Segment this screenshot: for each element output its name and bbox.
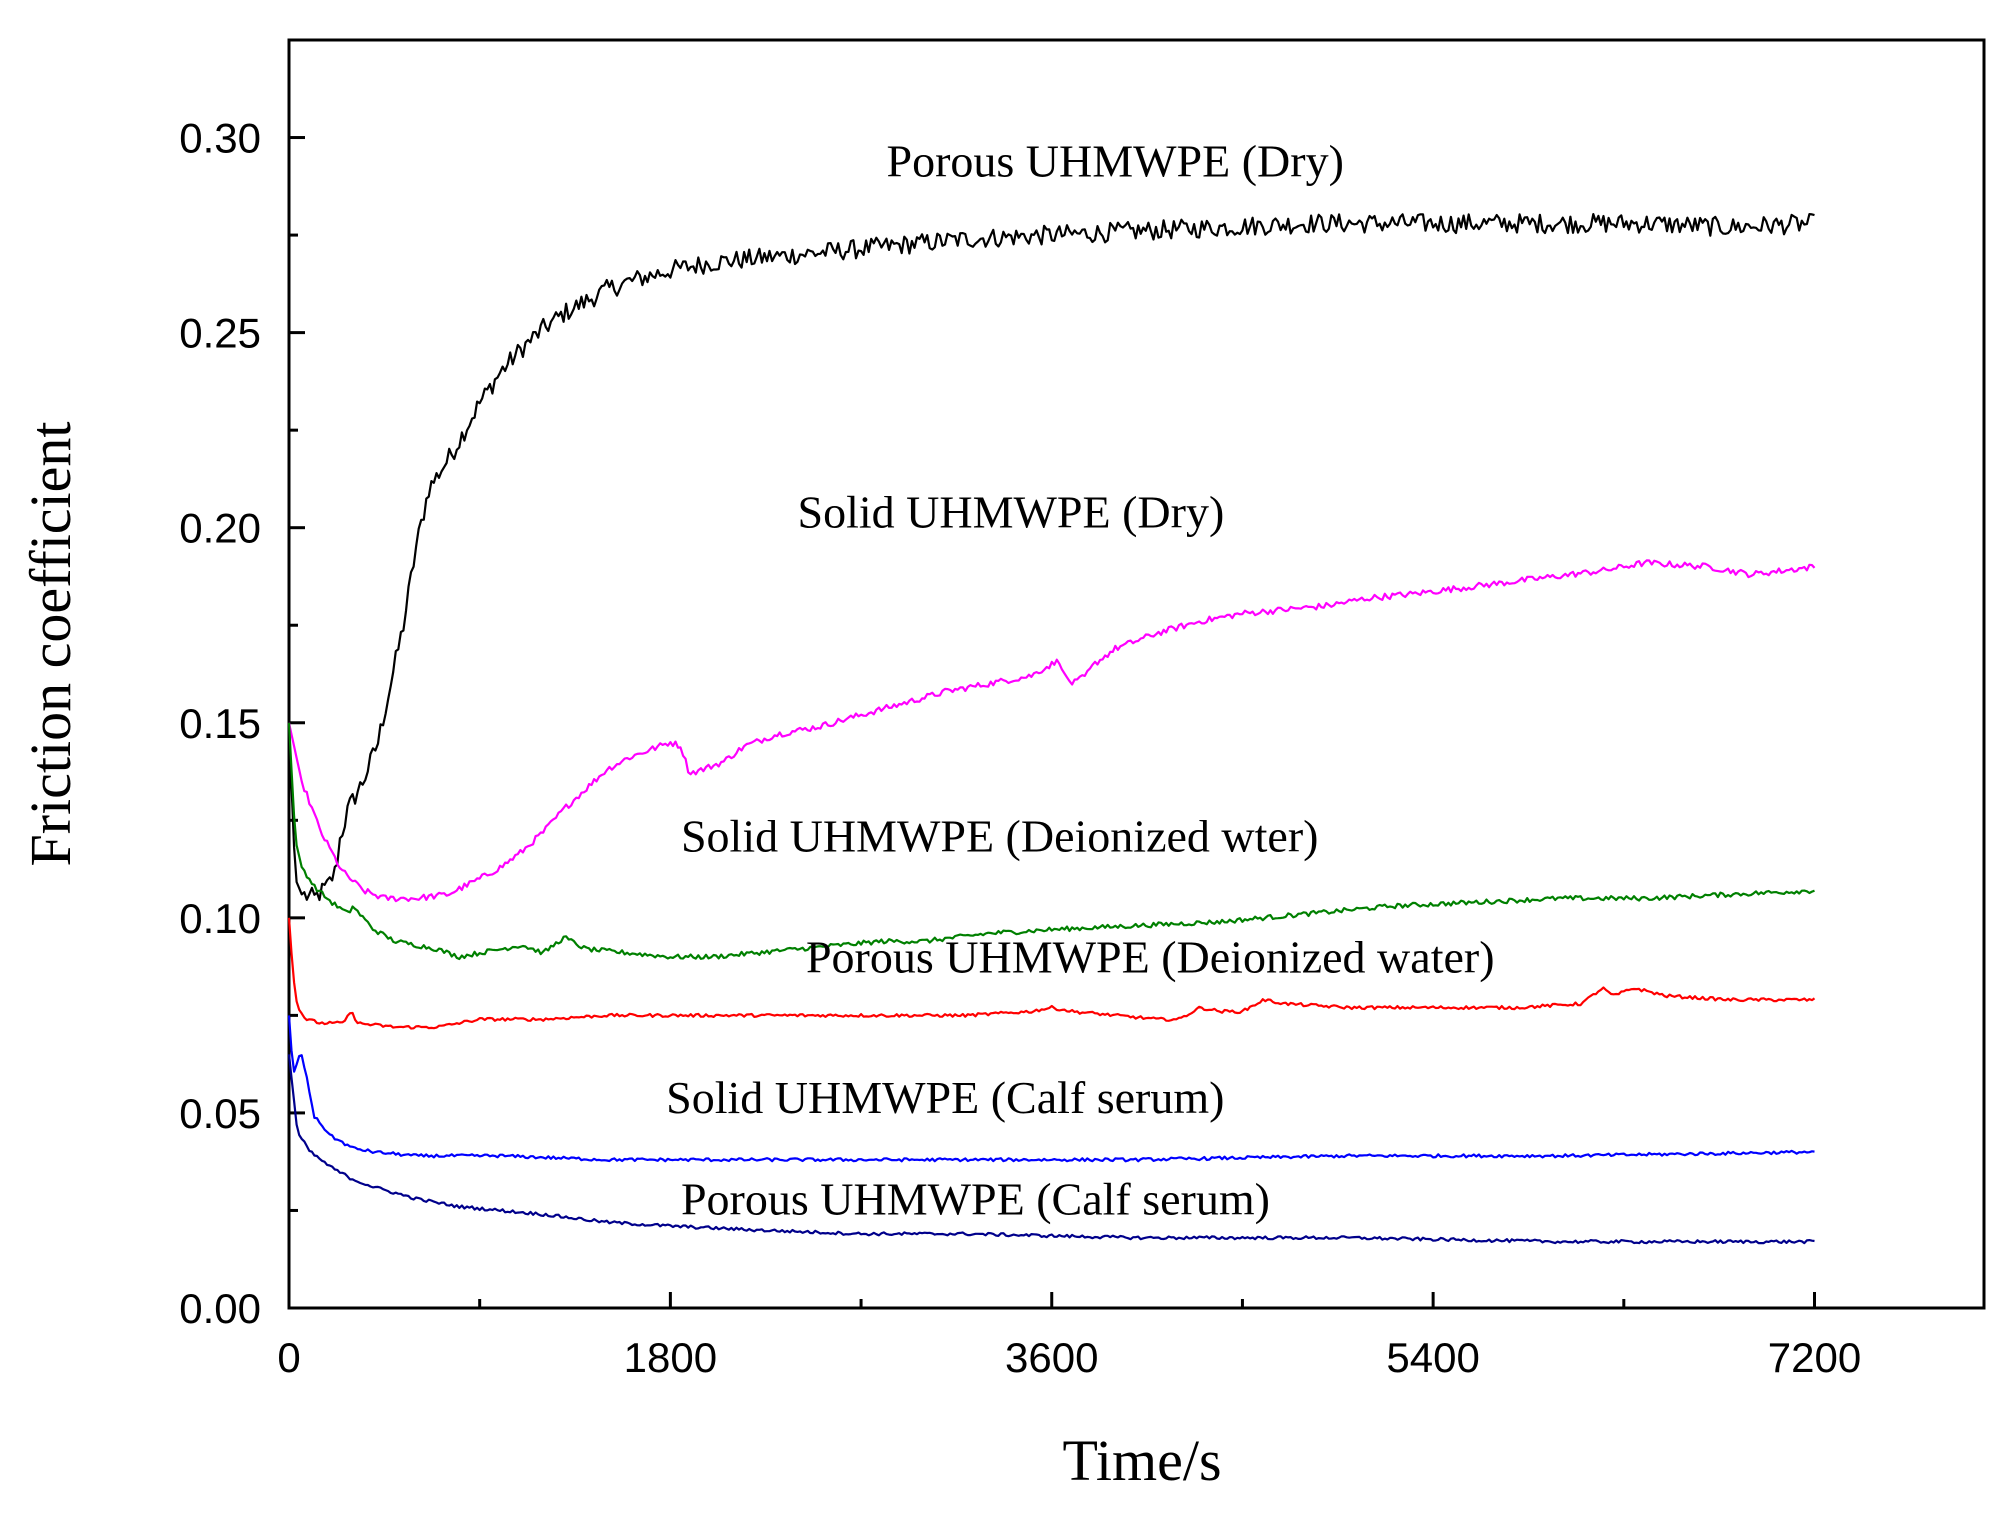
x-tick-label: 5400	[1386, 1334, 1479, 1381]
series-label-0: Porous UHMWPE (Dry)	[886, 136, 1343, 187]
y-tick-label: 0.00	[179, 1285, 261, 1332]
y-tick-label: 0.15	[179, 700, 261, 747]
x-tick-label: 1800	[624, 1334, 717, 1381]
x-axis-title: Time/s	[1062, 1428, 1221, 1493]
plot-border	[287, 38, 1986, 1310]
y-tick-label: 0.05	[179, 1090, 261, 1137]
y-tick-label: 0.25	[179, 310, 261, 357]
series-label-4: Solid UHMWPE (Calf serum)	[666, 1072, 1224, 1123]
series-line-4	[287, 1015, 1815, 1163]
y-tick-label: 0.20	[179, 505, 261, 552]
series-line-3	[287, 917, 1816, 1030]
series-line-0	[287, 213, 1815, 902]
series-label-3: Porous UHMWPE (Deionized water)	[806, 931, 1495, 982]
series-line-5	[287, 1054, 1815, 1245]
series-label-2: Solid UHMWPE (Deionized wter)	[681, 811, 1319, 862]
axis-ticks: 0 1800 3600 5400 7200 0.00 0.05 0.10 0.15 0.20 0.2…	[179, 115, 1861, 1381]
plot-frame	[287, 38, 1986, 1310]
series-line-2	[287, 722, 1815, 961]
series-line-1	[287, 559, 1816, 903]
series-lines	[287, 213, 1816, 1245]
x-tick-label: 3600	[1005, 1334, 1098, 1381]
y-axis-title: Friction coefficient	[18, 421, 83, 866]
series-label-5: Porous UHMWPE (Calf serum)	[681, 1173, 1270, 1224]
x-tick-label: 0	[277, 1334, 300, 1381]
y-tick-label: 0.30	[179, 115, 261, 162]
x-tick-label: 7200	[1768, 1334, 1861, 1381]
y-tick-label: 0.10	[179, 895, 261, 942]
series-labels: Porous UHMWPE (Dry) Solid UHMWPE (Dry) Sol…	[666, 136, 1494, 1225]
series-label-1: Solid UHMWPE (Dry)	[798, 487, 1225, 538]
